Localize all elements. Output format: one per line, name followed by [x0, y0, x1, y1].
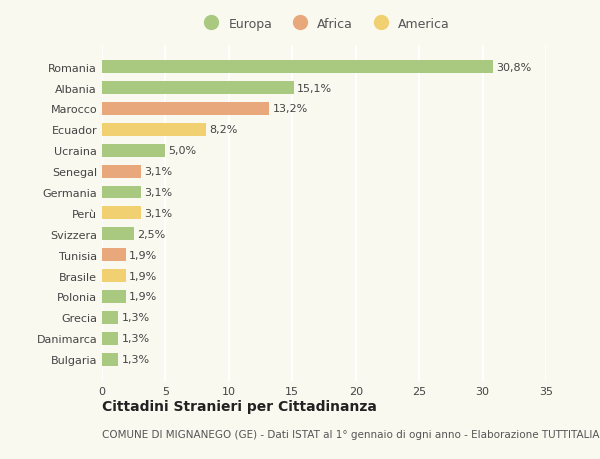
Bar [102, 353, 118, 366]
Bar [102, 228, 134, 241]
Bar [102, 249, 126, 262]
Legend: Europa, Africa, America: Europa, Africa, America [196, 15, 452, 33]
Bar [102, 61, 493, 74]
Text: 1,3%: 1,3% [122, 313, 150, 323]
Text: 1,3%: 1,3% [122, 333, 150, 343]
Bar [102, 290, 126, 303]
Bar [102, 165, 142, 178]
Text: 15,1%: 15,1% [297, 84, 332, 94]
Text: 30,8%: 30,8% [496, 62, 531, 73]
Text: 3,1%: 3,1% [145, 208, 173, 218]
Bar [102, 123, 206, 137]
Bar [102, 145, 166, 157]
Text: 1,9%: 1,9% [129, 250, 158, 260]
Text: 5,0%: 5,0% [169, 146, 197, 156]
Text: 2,5%: 2,5% [137, 230, 165, 239]
Text: 1,3%: 1,3% [122, 354, 150, 364]
Bar [102, 103, 269, 116]
Text: 3,1%: 3,1% [145, 188, 173, 197]
Bar [102, 186, 142, 199]
Text: 1,9%: 1,9% [129, 292, 158, 302]
Text: Cittadini Stranieri per Cittadinanza: Cittadini Stranieri per Cittadinanza [102, 399, 377, 413]
Bar [102, 332, 118, 345]
Bar [102, 82, 293, 95]
Text: 13,2%: 13,2% [272, 104, 308, 114]
Text: 3,1%: 3,1% [145, 167, 173, 177]
Text: 1,9%: 1,9% [129, 271, 158, 281]
Text: COMUNE DI MIGNANEGO (GE) - Dati ISTAT al 1° gennaio di ogni anno - Elaborazione : COMUNE DI MIGNANEGO (GE) - Dati ISTAT al… [102, 429, 600, 439]
Bar [102, 311, 118, 324]
Bar [102, 207, 142, 220]
Bar [102, 269, 126, 282]
Text: 8,2%: 8,2% [209, 125, 238, 135]
